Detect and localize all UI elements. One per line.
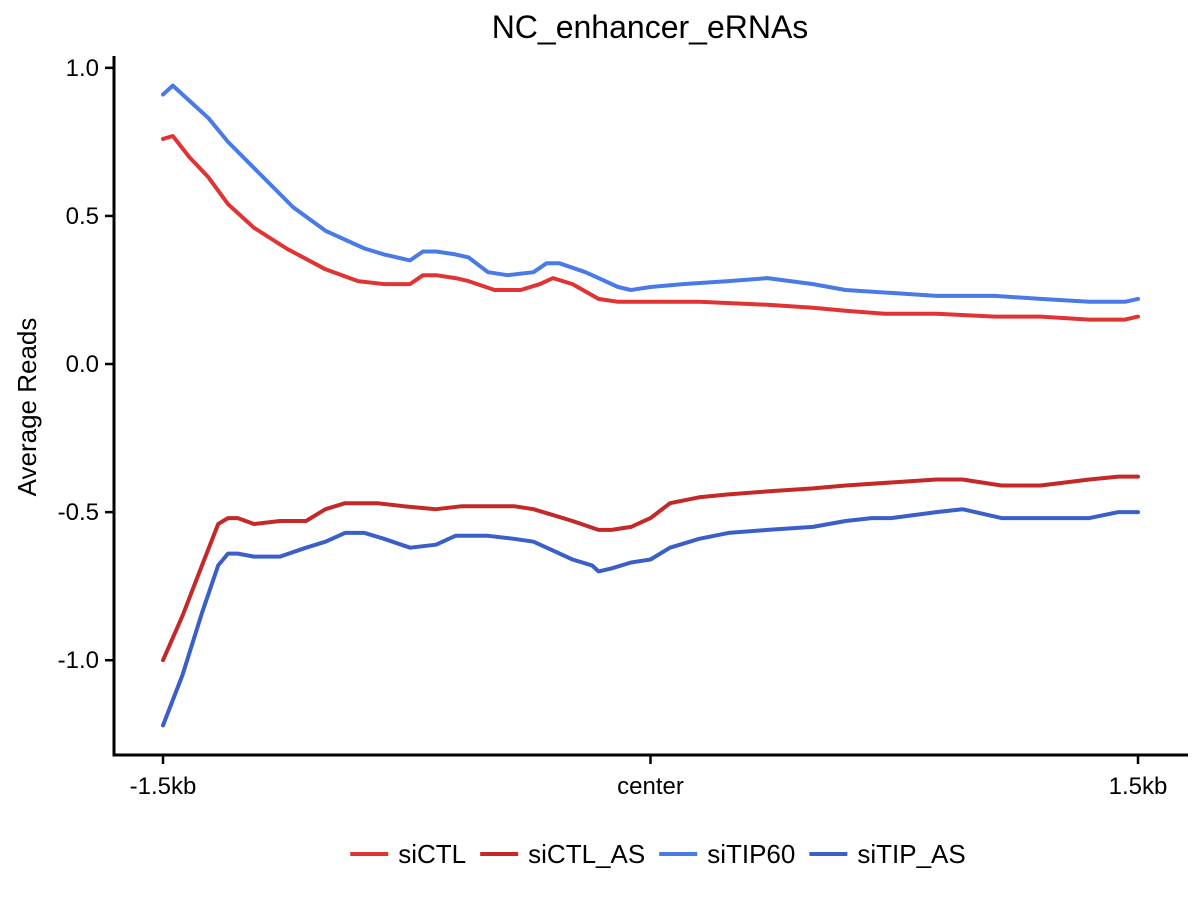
y-tick-label: -0.5 [58,499,99,526]
legend: siCTL siCTL_AS siTIP60 siTIP_AS [350,839,966,869]
legend-label: siTIP_AS [857,839,965,869]
x-tick-label: -1.5kb [130,773,197,800]
legend-label: siCTL [398,839,466,869]
y-tick-label: 0.0 [66,351,99,378]
y-tick-label: 1.0 [66,55,99,82]
x-tick-label: 1.5kb [1109,773,1168,800]
chart-title: NC_enhancer_eRNAs [492,9,809,45]
legend-item-sitip60: siTIP60 [659,839,795,869]
series-line-sictl [161,134,1140,322]
x-tick-label: center [617,773,684,800]
legend-item-sictl-as: siCTL_AS [480,839,645,869]
y-tick-label: 0.5 [66,203,99,230]
y-axis-label: Average Reads [12,318,42,497]
series-line-sictl-as [161,474,1140,663]
y-ticks: 1.0 0.5 0.0 -0.5 -1.0 [58,55,114,674]
x-ticks: -1.5kb center 1.5kb [130,755,1168,800]
legend-label: siCTL_AS [528,839,645,869]
legend-item-sictl: siCTL [350,839,466,869]
y-tick-label: -1.0 [58,647,99,674]
legend-item-sitip-as: siTIP_AS [809,839,966,869]
series-line-sitip-as [161,507,1140,728]
legend-label: siTIP60 [707,839,795,869]
series-lines [161,83,1140,728]
series-line-sitip60 [161,83,1140,304]
